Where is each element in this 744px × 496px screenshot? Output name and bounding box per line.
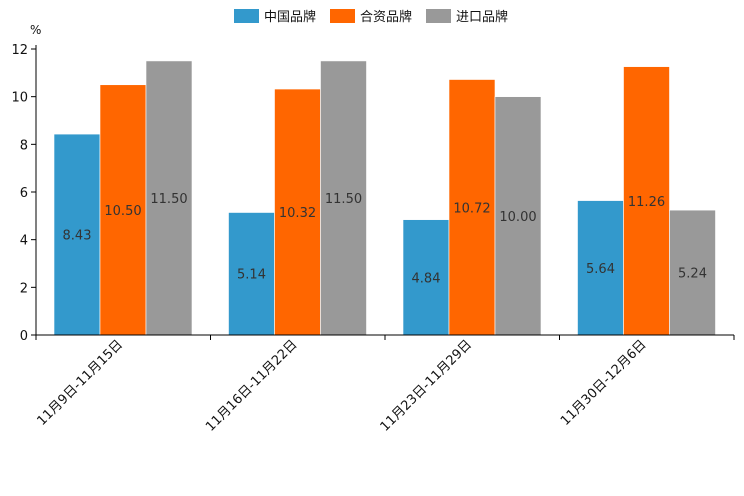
y-tick-label-10: 10 xyxy=(11,91,28,106)
bar-series1-cat0 xyxy=(99,84,147,336)
bar-series2-cat0 xyxy=(145,60,193,336)
y-tick-label-8: 8 xyxy=(20,138,28,153)
y-tick-label-0: 0 xyxy=(20,329,28,344)
legend-swatch-china-brand xyxy=(234,9,259,23)
bar-series1-cat3 xyxy=(623,66,670,336)
x-category-label-1: 11月16日-11月22日 xyxy=(203,337,300,434)
y-tick-label-4: 4 xyxy=(20,234,28,249)
plot-area: 0 2 4 6 8 10 12 8.43 10.50 11.50 5.14 10.32 11.50 4.8… xyxy=(11,43,735,435)
data-label-series0-cat1: 5.14 xyxy=(237,268,266,283)
legend: 中国品牌 合资品牌 进口品牌 xyxy=(234,9,508,25)
data-label-series1-cat1: 10.32 xyxy=(279,206,316,221)
legend-label-import-brand: 进口品牌 xyxy=(456,9,508,25)
x-category-label-0: 11月9日-11月15日 xyxy=(34,337,126,429)
y-axis-unit: % xyxy=(30,23,41,37)
legend-swatch-joint-venture-brand xyxy=(330,9,355,23)
x-category-label-2: 11月23日-11月29日 xyxy=(378,337,475,434)
y-tick-label-12: 12 xyxy=(11,43,28,58)
bar-series0-cat0 xyxy=(53,133,101,336)
data-label-series2-cat2: 10.00 xyxy=(499,210,536,225)
x-category-label-3: 11月30日-12月6日 xyxy=(558,337,650,429)
data-label-series1-cat3: 11.26 xyxy=(628,195,665,210)
bar-series0-cat2 xyxy=(402,219,450,336)
bar-series1-cat2 xyxy=(448,79,496,336)
data-label-series1-cat0: 10.50 xyxy=(104,204,141,219)
data-label-series0-cat0: 8.43 xyxy=(63,229,92,244)
bar-series2-cat1 xyxy=(320,60,367,336)
y-tick-label-6: 6 xyxy=(20,186,28,201)
bar-series2-cat3 xyxy=(669,209,716,336)
legend-label-china-brand: 中国品牌 xyxy=(264,9,316,25)
data-label-series2-cat0: 11.50 xyxy=(150,192,187,207)
y-tick-label-2: 2 xyxy=(20,281,28,296)
legend-label-joint-venture-brand: 合资品牌 xyxy=(360,9,412,25)
data-label-series2-cat3: 5.24 xyxy=(678,267,707,282)
data-label-series2-cat1: 11.50 xyxy=(325,192,362,207)
data-label-series0-cat2: 4.84 xyxy=(412,271,441,286)
data-label-series0-cat3: 5.64 xyxy=(586,262,615,277)
legend-swatch-import-brand xyxy=(426,9,451,23)
data-label-series1-cat2: 10.72 xyxy=(453,201,490,216)
